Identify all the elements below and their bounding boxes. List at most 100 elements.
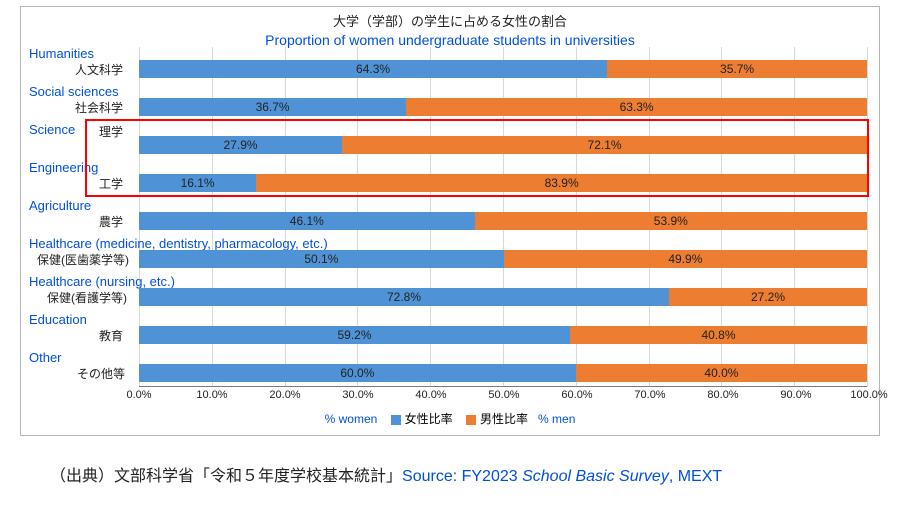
- gridline: [867, 47, 868, 387]
- category-label-en: Agriculture: [29, 198, 91, 213]
- bar-track: 50.1% 49.9%: [139, 250, 867, 268]
- x-tick: 30.0%: [342, 389, 373, 401]
- bar-men: 40.0%: [576, 364, 867, 382]
- bar-men: 83.9%: [256, 174, 867, 192]
- legend-women-jp: 女性比率: [405, 412, 453, 426]
- x-tick: 80.0%: [707, 389, 738, 401]
- bar-row: Humanities人文科学 64.3% 35.7%: [29, 47, 867, 85]
- legend-men-en: % men: [538, 412, 575, 426]
- x-tick: 20.0%: [269, 389, 300, 401]
- bar-row: Agriculture 農学 46.1% 53.9%: [29, 199, 867, 237]
- category-label-en: Social sciences: [29, 84, 119, 99]
- source-en-prefix: Source: FY2023: [402, 468, 522, 485]
- bar-track: 64.3% 35.7%: [139, 60, 867, 78]
- bar-men: 27.2%: [669, 288, 867, 306]
- x-axis-ticks: 0.0% 10.0% 20.0% 30.0% 40.0% 50.0% 60.0% 70.0% 8…: [29, 389, 867, 405]
- x-tick: 10.0%: [196, 389, 227, 401]
- chart-title-en: Proportion of women undergraduate studen…: [21, 32, 879, 48]
- bar-row: Engineering工学 16.1% 83.9%: [29, 161, 867, 199]
- x-tick: 40.0%: [415, 389, 446, 401]
- bar-women: 46.1%: [139, 212, 475, 230]
- pct-women: 50.1%: [304, 252, 338, 266]
- pct-women: 59.2%: [337, 328, 371, 342]
- bar-track: 72.8% 27.2%: [139, 288, 867, 306]
- category-label-jp: 農学: [99, 213, 123, 230]
- x-tick: 90.0%: [780, 389, 811, 401]
- bar-men: 53.9%: [475, 212, 867, 230]
- pct-women: 72.8%: [387, 290, 421, 304]
- category-label-en: Other: [29, 350, 62, 365]
- source-line: （出典）文部科学省「令和５年度学校基本統計」Source: FY2023 Sch…: [50, 462, 880, 486]
- category-label-jp: 保健(医歯薬学等): [37, 251, 129, 268]
- bar-women: 60.0%: [139, 364, 576, 382]
- bar-track: 27.9% 72.1%: [139, 136, 867, 154]
- bar-men: 49.9%: [504, 250, 867, 268]
- bar-women: 64.3%: [139, 60, 607, 78]
- pct-men: 53.9%: [654, 214, 688, 228]
- category-label-en: Education: [29, 312, 87, 327]
- bar-track: 16.1% 83.9%: [139, 174, 867, 192]
- bar-men: 63.3%: [406, 98, 867, 116]
- pct-women: 64.3%: [356, 62, 390, 76]
- category-label-jp: 理学: [99, 123, 123, 140]
- bar-track: 36.7% 63.3%: [139, 98, 867, 116]
- bar-row: Social sciences社会科学 36.7% 63.3%: [29, 85, 867, 123]
- category-label-jp: 人文科学: [75, 61, 123, 78]
- x-axis-line: [139, 386, 867, 387]
- pct-men: 27.2%: [751, 290, 785, 304]
- pct-men: 72.1%: [588, 138, 622, 152]
- category-label-en: Healthcare (nursing, etc.): [29, 274, 175, 289]
- x-tick: 100.0%: [850, 389, 887, 401]
- source-jp: （出典）文部科学省「令和５年度学校基本統計」: [50, 468, 402, 485]
- x-tick: 70.0%: [634, 389, 665, 401]
- category-label-en: Engineering: [29, 160, 98, 175]
- bar-women: 36.7%: [139, 98, 406, 116]
- pct-men: 49.9%: [668, 252, 702, 266]
- pct-men: 35.7%: [720, 62, 754, 76]
- bar-row: Healthcare (medicine, dentistry, pharmac…: [29, 237, 867, 275]
- x-tick: 60.0%: [561, 389, 592, 401]
- category-label-en: Science: [29, 122, 75, 137]
- chart-title-jp: 大学（学部）の学生に占める女性の割合: [21, 11, 879, 30]
- bar-row: Other その他等 60.0% 40.0%: [29, 351, 867, 389]
- pct-women: 46.1%: [290, 214, 324, 228]
- plot-area: Humanities人文科学 64.3% 35.7% Social sciences社…: [29, 47, 867, 387]
- bar-women: 16.1%: [139, 174, 256, 192]
- bar-men: 72.1%: [342, 136, 867, 154]
- category-label-jp: 教育: [99, 327, 123, 344]
- legend-women-en: % women: [325, 412, 378, 426]
- category-label-en: Healthcare (medicine, dentistry, pharmac…: [29, 236, 328, 251]
- bar-row: Education 教育 59.2% 40.8%: [29, 313, 867, 351]
- bar-women: 27.9%: [139, 136, 342, 154]
- legend: % women 女性比率 男性比率 % men: [21, 410, 879, 427]
- category-label-en: Humanities: [29, 46, 94, 61]
- bar-women: 50.1%: [139, 250, 504, 268]
- legend-swatch-women: [391, 415, 401, 425]
- bar-track: 60.0% 40.0%: [139, 364, 867, 382]
- legend-men-jp: 男性比率: [480, 412, 528, 426]
- pct-men: 40.8%: [701, 328, 735, 342]
- pct-men: 83.9%: [545, 176, 579, 190]
- bar-row: Healthcare (nursing, etc.)保健(看護学等)72.8%2…: [29, 275, 867, 313]
- bar-men: 40.8%: [570, 326, 867, 344]
- pct-women: 60.0%: [340, 366, 374, 380]
- chart-container: 大学（学部）の学生に占める女性の割合 Proportion of women u…: [20, 6, 880, 436]
- pct-women: 36.7%: [256, 100, 290, 114]
- bar-women: 59.2%: [139, 326, 570, 344]
- bar-track: 46.1% 53.9%: [139, 212, 867, 230]
- source-en-suffix: , MEXT: [669, 468, 722, 485]
- pct-men: 40.0%: [704, 366, 738, 380]
- bar-track: 59.2% 40.8%: [139, 326, 867, 344]
- bar-row: Science 理学 27.9% 72.1%: [29, 123, 867, 161]
- source-en-italic: School Basic Survey: [522, 468, 669, 485]
- pct-men: 63.3%: [620, 100, 654, 114]
- bar-men: 35.7%: [607, 60, 867, 78]
- pct-women: 16.1%: [181, 176, 215, 190]
- x-tick: 0.0%: [126, 389, 151, 401]
- bar-women: 72.8%: [139, 288, 669, 306]
- category-label-jp: 社会科学: [75, 99, 123, 116]
- category-label-jp: その他等: [77, 365, 125, 382]
- pct-women: 27.9%: [224, 138, 258, 152]
- category-label-jp: 工学: [99, 175, 123, 192]
- x-tick: 50.0%: [488, 389, 519, 401]
